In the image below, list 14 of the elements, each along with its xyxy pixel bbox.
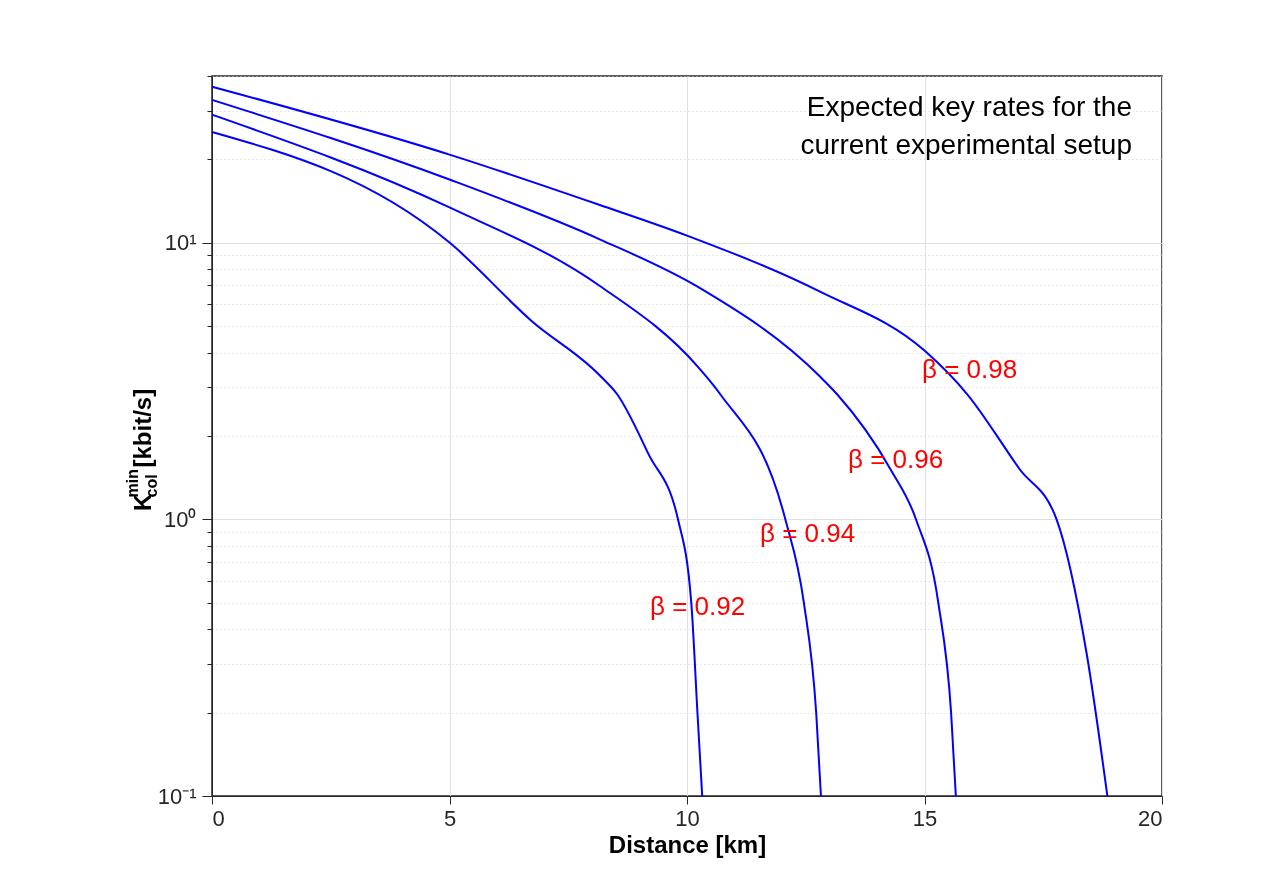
x-tick-label: 5 — [443, 805, 457, 831]
y-tick-label: 10¹ — [164, 230, 197, 256]
x-tick-label: 20 — [1138, 805, 1163, 831]
x-tick-label: 10 — [675, 805, 700, 831]
series-label: β = 0.92 — [650, 591, 746, 621]
y-tick-label: 10⁰ — [164, 506, 197, 532]
y-axis-title: Kmincol [kbit/s] — [124, 388, 160, 511]
x-axis-title: Distance [km] — [608, 830, 767, 858]
annotation: Expected key rates for the current experimental setup — [800, 91, 1132, 160]
x-tick-label: 15 — [912, 805, 938, 831]
x-tick-label: 0 — [212, 805, 225, 831]
y-tick-label: 10⁻¹ — [157, 783, 197, 809]
series-label: β = 0.98 — [922, 354, 1018, 384]
series-label: β = 0.96 — [848, 444, 944, 474]
